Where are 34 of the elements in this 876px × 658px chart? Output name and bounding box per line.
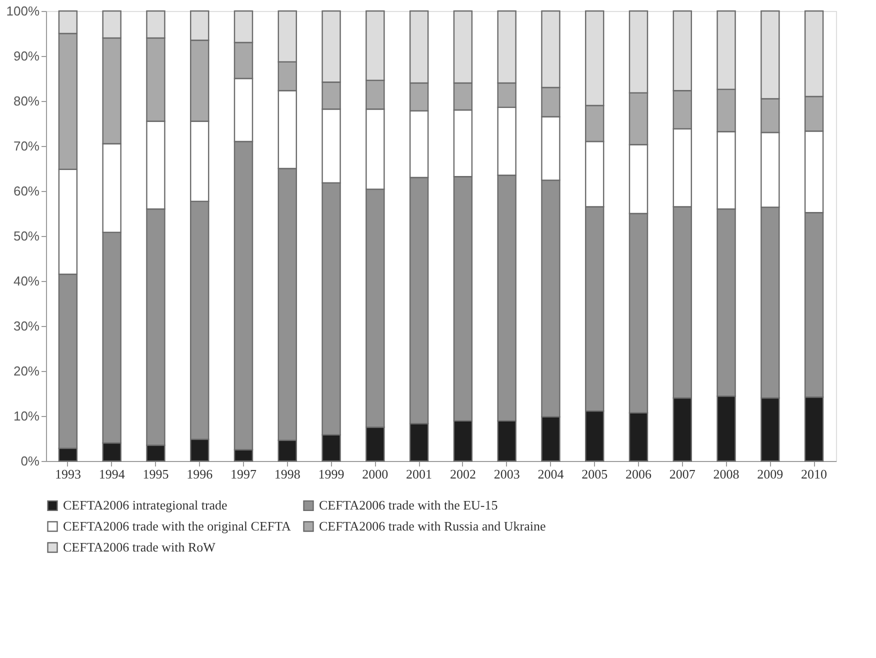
x-tick-label: 1999	[318, 466, 344, 482]
legend-label: CEFTA2006 trade with Russia and Ukraine	[319, 518, 546, 534]
x-tick-label: 2000	[362, 466, 388, 482]
y-tick-label: 100%	[6, 4, 40, 18]
legend-label: CEFTA2006 trade with RoW	[63, 540, 216, 554]
x-tick-label: 2004	[538, 466, 564, 482]
legend-label: CEFTA2006 trade with the EU-15	[319, 498, 498, 513]
x-tick-label: 1996	[186, 466, 214, 482]
x-tick-label: 2009	[757, 466, 784, 482]
x-tick-label: 1995	[142, 466, 169, 482]
x-tick-label: 1993	[54, 466, 81, 482]
y-tick-label: 60%	[13, 184, 40, 198]
y-tick-label: 70%	[13, 138, 40, 154]
x-tick-label: 1998	[274, 466, 300, 482]
legend-label: CEFTA2006 trade with the original CEFTA	[63, 518, 292, 534]
x-tick-label: 2007	[669, 466, 696, 482]
y-tick-label: 0%	[20, 454, 40, 468]
y-tick-label: 90%	[13, 48, 40, 64]
y-tick-label: 20%	[13, 364, 40, 378]
x-tick-label: 2006	[626, 466, 652, 482]
legend-label: CEFTA2006 intrategional trade	[63, 498, 228, 513]
y-tick-label: 50%	[13, 228, 40, 244]
x-tick-label: 2003	[494, 466, 520, 482]
y-tick-label: 40%	[13, 274, 40, 288]
x-tick-label: 1994	[98, 466, 126, 482]
x-tick-label: 1997	[230, 466, 257, 482]
y-tick-label: 80%	[13, 94, 40, 108]
x-tick-label: 2005	[582, 466, 608, 482]
x-tick-label: 2001	[406, 466, 432, 482]
x-tick-label: 2008	[713, 466, 740, 482]
y-tick-label: 10%	[13, 408, 40, 424]
x-tick-label: 2002	[450, 466, 476, 482]
y-tick-label: 30%	[13, 318, 40, 334]
x-tick-label: 2010	[801, 466, 828, 482]
